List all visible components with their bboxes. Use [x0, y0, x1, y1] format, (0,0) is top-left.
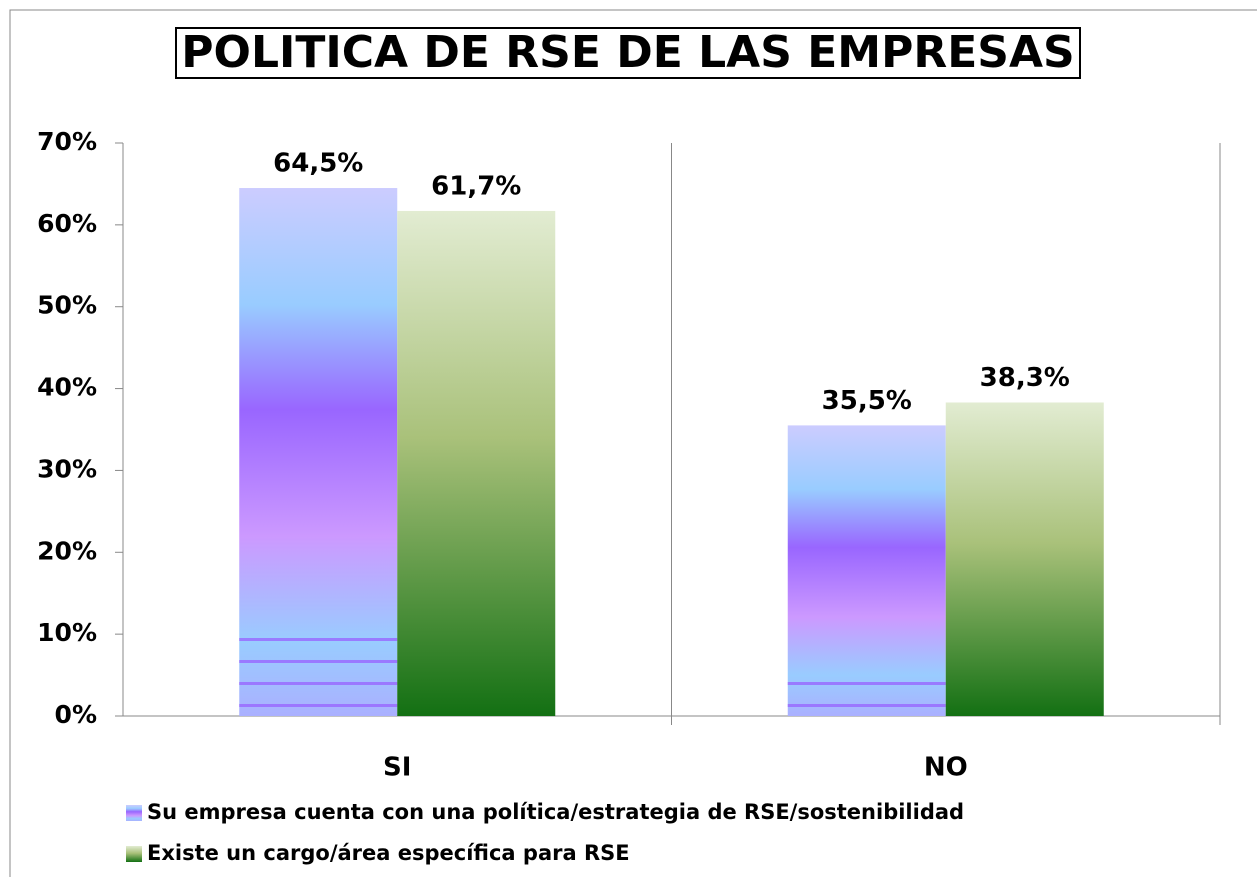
y-tick-label: 20% — [37, 536, 97, 565]
value-label: 64,5% — [273, 149, 363, 179]
value-label: 35,5% — [822, 386, 912, 416]
x-tick-label: NO — [924, 753, 968, 783]
y-tick-label: 40% — [37, 373, 97, 402]
x-tick-label: SI — [383, 753, 411, 783]
y-tick-label: 0% — [55, 700, 97, 729]
y-tick-label: 10% — [37, 618, 97, 647]
value-label: 61,7% — [431, 171, 521, 201]
bar — [787, 425, 946, 716]
y-tick-label: 50% — [37, 291, 97, 320]
chart-title: POLITICA DE RSE DE LAS EMPRESAS — [181, 27, 1074, 78]
legend-swatch — [126, 846, 142, 862]
y-tick-label: 30% — [37, 454, 97, 483]
bar — [945, 402, 1104, 716]
y-tick-label: 70% — [37, 127, 97, 156]
legend-label: Su empresa cuenta con una política/estra… — [147, 800, 964, 824]
title-box — [175, 27, 1081, 79]
bar — [397, 210, 556, 717]
legend-swatch — [126, 805, 142, 821]
legend-label: Existe un cargo/área específica para RSE — [147, 841, 630, 865]
y-tick-label: 60% — [37, 209, 97, 238]
chart-border — [9, 9, 1257, 877]
bar — [239, 188, 398, 716]
value-label: 38,3% — [980, 363, 1070, 393]
